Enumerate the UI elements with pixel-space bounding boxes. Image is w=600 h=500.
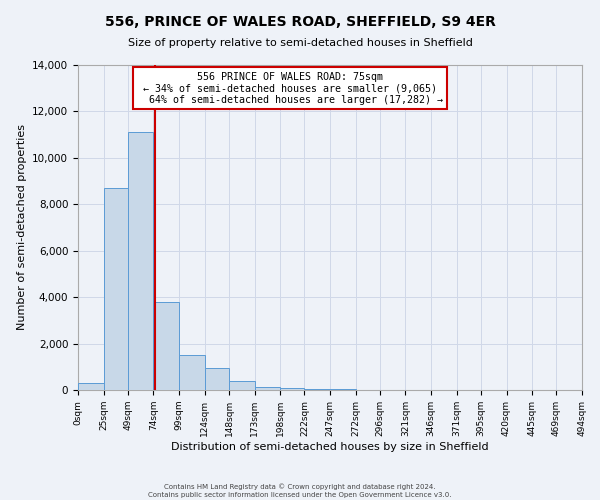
Bar [104, 188, 128, 390]
Bar [254, 387, 280, 390]
Bar [229, 380, 254, 390]
Bar [128, 132, 154, 390]
Text: 556 PRINCE OF WALES ROAD: 75sqm  
← 34% of semi-detached houses are smaller (9,0: 556 PRINCE OF WALES ROAD: 75sqm ← 34% of… [137, 72, 443, 104]
Text: Contains HM Land Registry data © Crown copyright and database right 2024.
Contai: Contains HM Land Registry data © Crown c… [148, 484, 452, 498]
Bar [78, 383, 104, 390]
Bar [304, 388, 330, 390]
Bar [154, 302, 179, 390]
Text: Size of property relative to semi-detached houses in Sheffield: Size of property relative to semi-detach… [128, 38, 472, 48]
X-axis label: Distribution of semi-detached houses by size in Sheffield: Distribution of semi-detached houses by … [171, 442, 489, 452]
Bar [280, 388, 304, 390]
Y-axis label: Number of semi-detached properties: Number of semi-detached properties [17, 124, 26, 330]
Text: 556, PRINCE OF WALES ROAD, SHEFFIELD, S9 4ER: 556, PRINCE OF WALES ROAD, SHEFFIELD, S9… [104, 15, 496, 29]
Bar [179, 355, 205, 390]
Bar [205, 368, 229, 390]
